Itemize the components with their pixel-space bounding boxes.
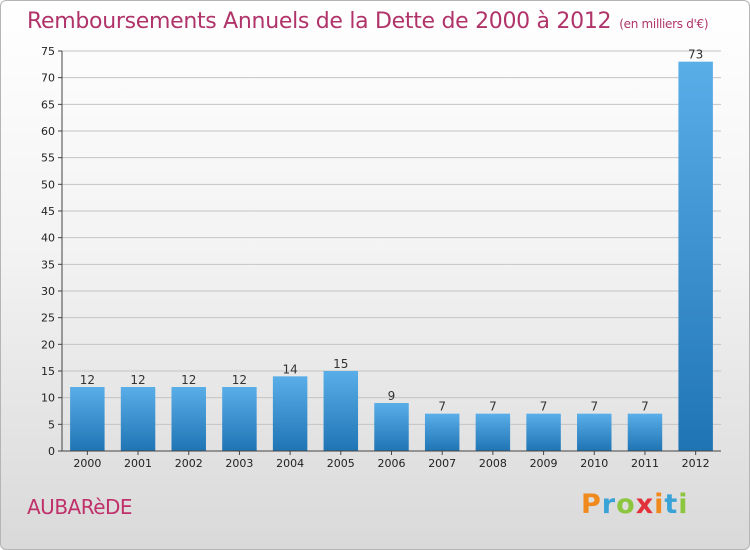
logo-letter: x (635, 489, 655, 520)
data-label-2010: 7 (590, 400, 598, 414)
y-tick-label: 0 (48, 445, 55, 458)
bar-2012 (678, 61, 713, 452)
bars: 12 12 12 12 14 15 9 7 7 7 7 7 73 (70, 48, 713, 452)
bar-2006 (374, 403, 409, 451)
data-label-2011: 7 (641, 400, 649, 414)
data-label-2002: 12 (181, 373, 196, 387)
x-tick-label-2012: 2012 (682, 457, 710, 470)
proxiti-logo[interactable]: Proxiti (581, 489, 689, 520)
bar-2004 (272, 376, 308, 451)
data-label-2003: 12 (232, 373, 247, 387)
y-tick-label: 70 (41, 72, 55, 85)
x-axis: 2000 2001 2002 2003 2004 2005 2006 2007 2008 2009… (62, 450, 721, 470)
y-tick-label: 50 (41, 178, 55, 191)
logo-letter: r (601, 489, 617, 520)
bar-2007 (424, 413, 460, 451)
data-label-2000: 12 (80, 373, 95, 387)
data-label-2001: 12 (130, 373, 145, 387)
bar-2003 (222, 387, 257, 451)
y-tick-label: 20 (41, 338, 55, 351)
y-tick-label: 60 (41, 125, 55, 138)
y-tick-label: 40 (41, 232, 55, 245)
y-tick-label: 45 (41, 205, 55, 218)
x-tick-label-2001: 2001 (124, 457, 152, 470)
logo-letter: t (664, 489, 679, 520)
data-label-2012: 73 (688, 48, 703, 62)
bar-2002 (171, 387, 206, 451)
y-tick-label: 30 (41, 285, 55, 298)
chart-unit: (en milliers d'€) (619, 17, 709, 31)
data-label-2005: 15 (333, 357, 348, 371)
data-label-2009: 7 (540, 400, 548, 414)
logo-letter: o (616, 489, 636, 520)
x-tick-label-2003: 2003 (225, 457, 253, 470)
data-label-2007: 7 (438, 400, 446, 414)
x-tick-label-2010: 2010 (580, 457, 608, 470)
logo-letter: P (581, 489, 602, 520)
x-tick-label-2006: 2006 (378, 457, 406, 470)
commune-name: AUBARèDE (27, 495, 133, 519)
bar-2001 (120, 387, 156, 451)
data-label-2004: 14 (282, 362, 297, 376)
bar-2010 (577, 413, 612, 451)
x-tick-label-2011: 2011 (631, 457, 659, 470)
bar-2009 (526, 413, 561, 451)
logo-letter: i (678, 489, 689, 520)
x-tick-label-2008: 2008 (479, 457, 507, 470)
y-tick-label: 10 (41, 392, 55, 405)
bar-2008 (475, 413, 511, 451)
data-label-2006: 9 (388, 389, 396, 403)
bar-2011 (627, 413, 663, 451)
x-tick-label-2002: 2002 (175, 457, 203, 470)
y-tick-label: 75 (41, 45, 55, 58)
bar-2000 (70, 387, 105, 451)
logo-letter: i (654, 489, 665, 520)
y-tick-label: 35 (41, 258, 55, 271)
chart-title-text: Remboursements Annuels de la Dette de 20… (27, 9, 612, 34)
y-tick-label: 15 (41, 365, 55, 378)
x-tick-label-2000: 2000 (73, 457, 101, 470)
bar-2005 (323, 371, 359, 451)
data-label-2008: 7 (489, 400, 497, 414)
x-tick-label-2007: 2007 (428, 457, 456, 470)
x-tick-label-2004: 2004 (276, 457, 304, 470)
chart-title: Remboursements Annuels de la Dette de 20… (27, 9, 709, 34)
y-tick-label: 5 (48, 418, 55, 431)
y-tick-label: 55 (41, 152, 55, 165)
x-tick-label-2005: 2005 (327, 457, 355, 470)
y-tick-label: 65 (41, 98, 55, 111)
y-tick-label: 25 (41, 312, 55, 325)
x-tick-label-2009: 2009 (530, 457, 558, 470)
y-axis: 0 5 10 15 20 25 30 35 40 45 50 55 60 65 70 75 (41, 45, 63, 458)
